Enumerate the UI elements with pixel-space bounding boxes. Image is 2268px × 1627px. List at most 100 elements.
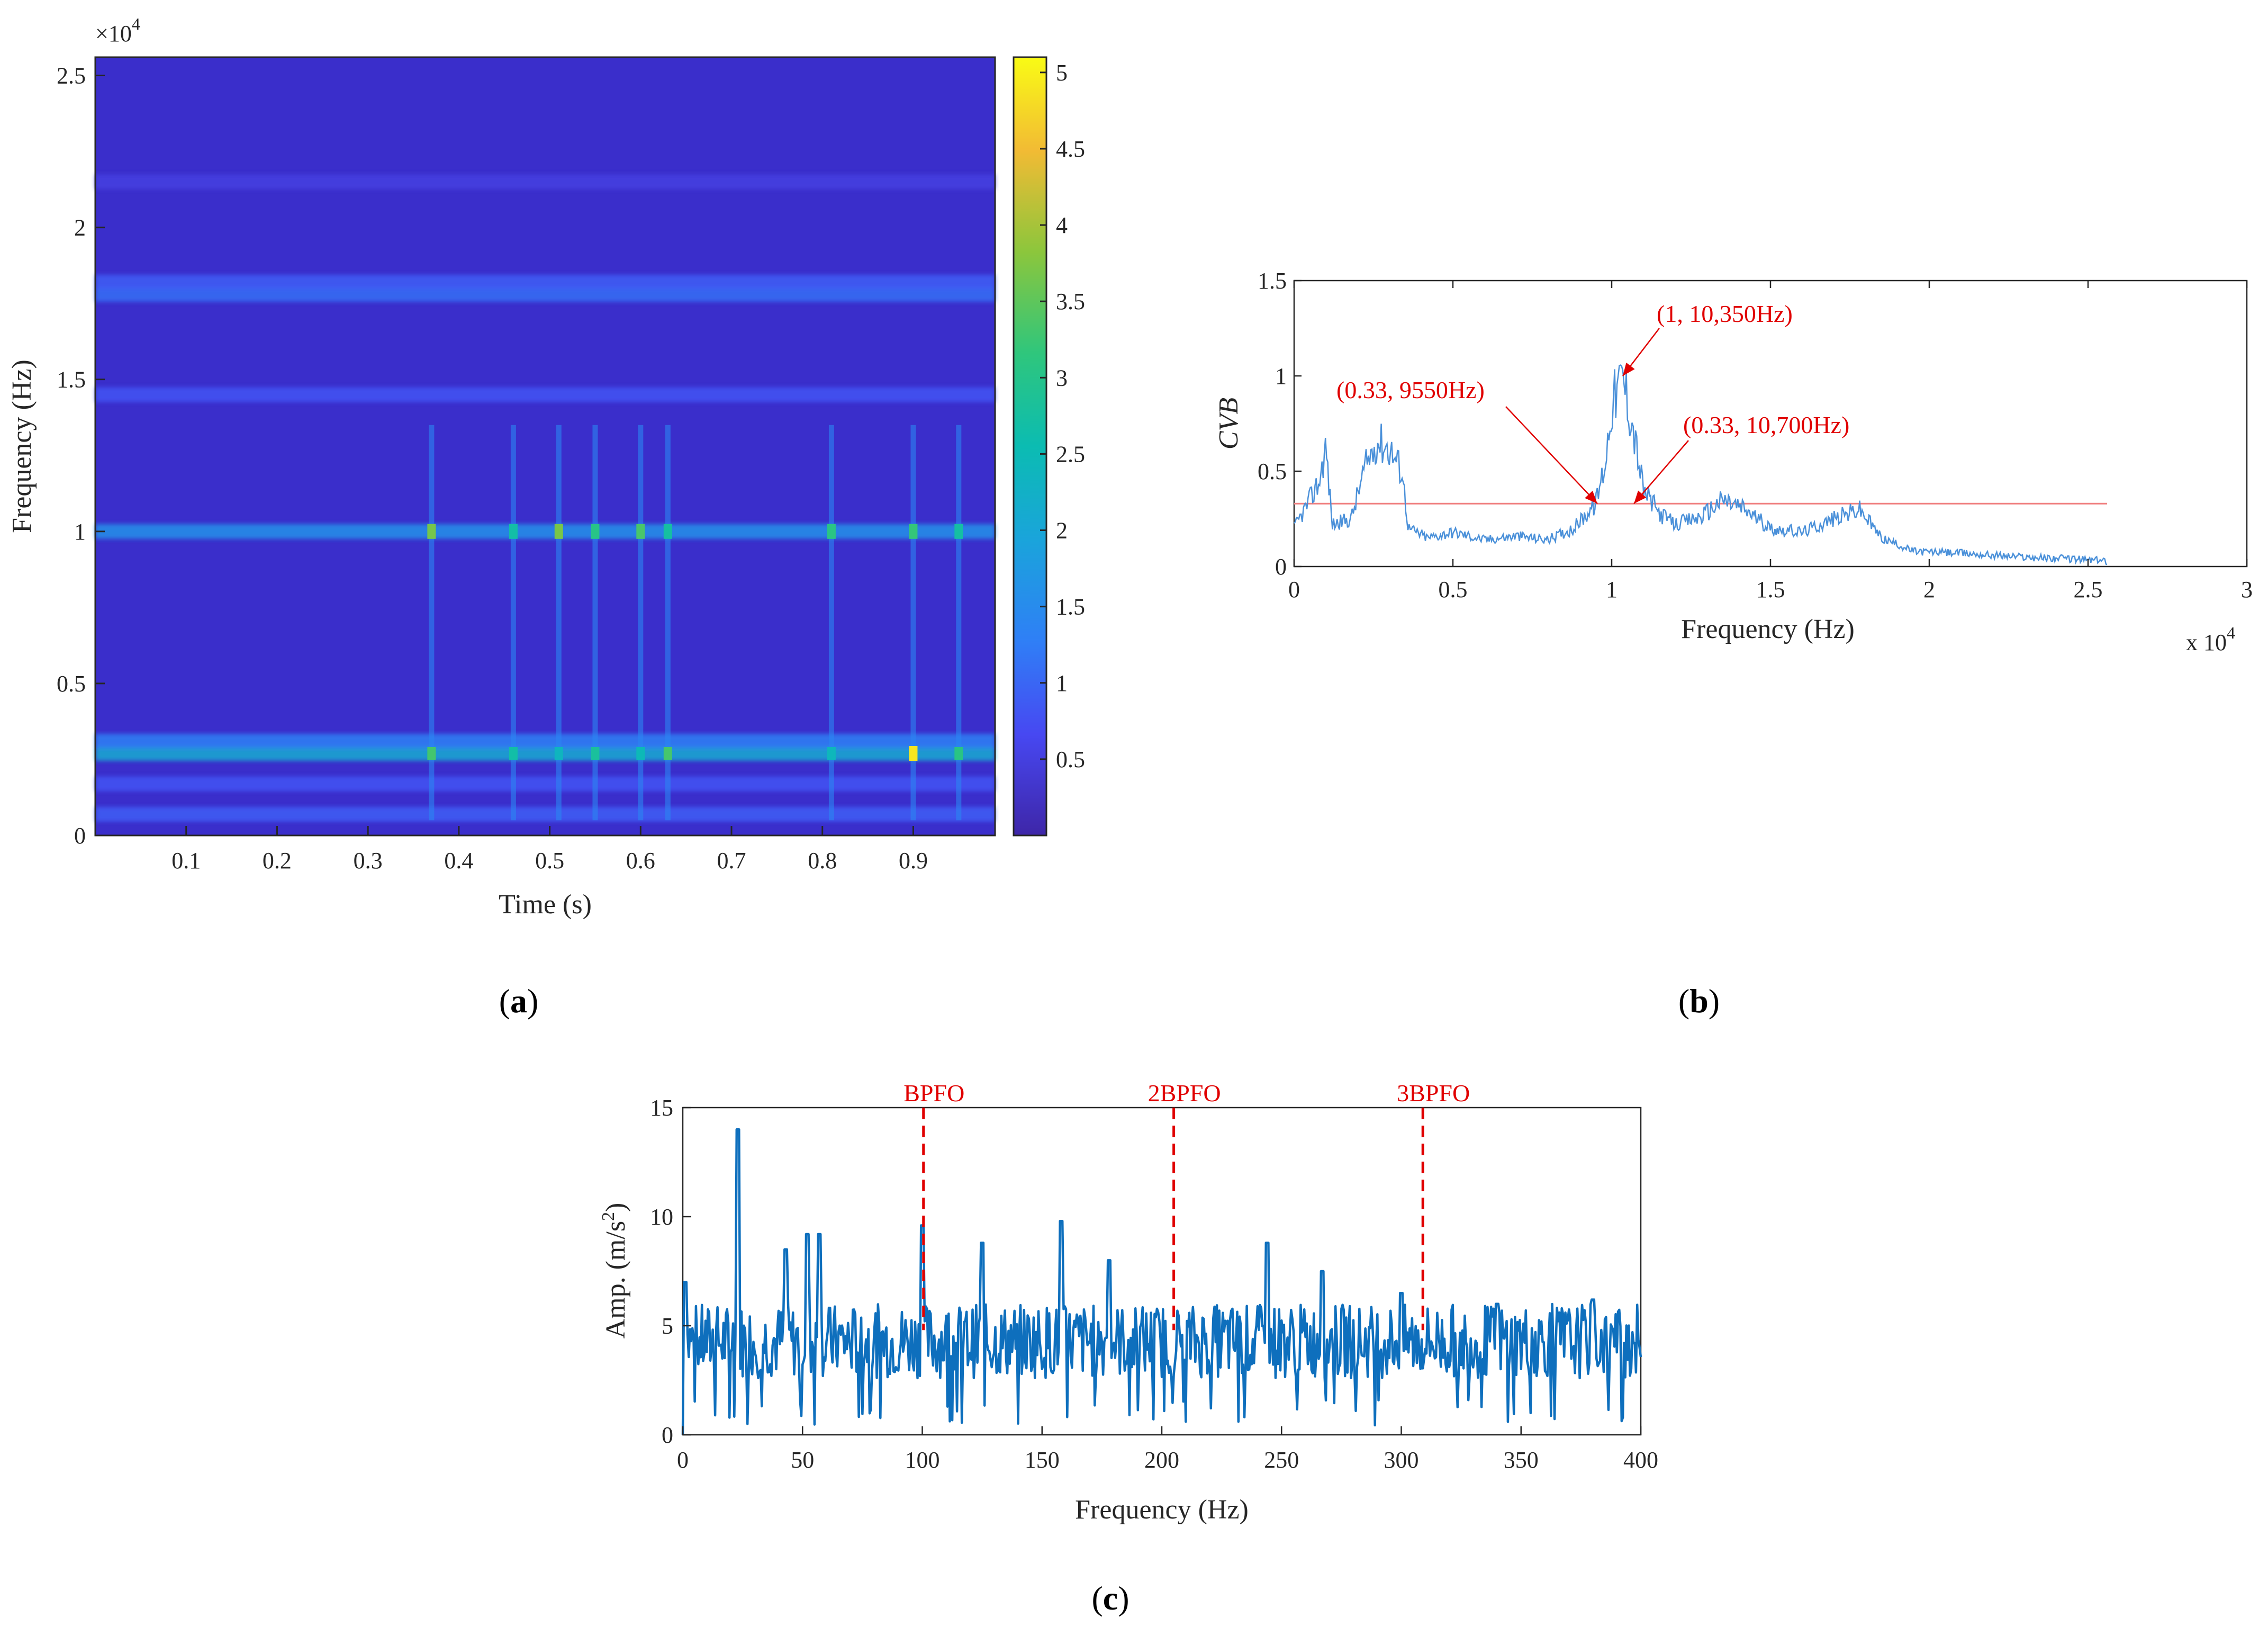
y-tick-label: 2 [74, 215, 86, 241]
colorbar-tick-label: 4 [1056, 212, 1068, 238]
colorbar-tick-label: 1 [1056, 670, 1068, 696]
spectrogram-impulse [665, 425, 671, 821]
envelope-xlabel: Frequency (Hz) [1075, 1495, 1249, 1525]
y-tick-label: 1 [74, 519, 86, 545]
cvb-annotation-arrowhead [1585, 490, 1597, 504]
y-tick-label: 1 [1275, 363, 1287, 389]
colorbar-tick-label: 0.5 [1056, 747, 1085, 772]
spectrogram-hotspot [591, 524, 600, 539]
spectrogram-hotspot [636, 747, 645, 760]
y-tick-label: 0 [74, 823, 86, 849]
cvb-plot-area [1293, 280, 2248, 568]
x-tick-label: 300 [1384, 1447, 1419, 1473]
envelope-ylabel: Amp. (m/s2) [599, 1203, 631, 1339]
cvb-y-ticks: 0 0.5 1 1.5 [1258, 268, 1302, 580]
x-tick-label: 1.5 [1756, 577, 1785, 603]
spectrogram-impulse [429, 425, 435, 821]
envelope-series-line [681, 1128, 1642, 1435]
x-tick-label: 0.6 [626, 848, 655, 874]
spectrogram-impulse [592, 425, 598, 821]
spectrogram-hotspot [509, 747, 518, 760]
x-tick-label: 0.3 [354, 848, 383, 874]
spectrogram-xlabel: Time (s) [499, 889, 592, 920]
colorbar-tick-label: 5 [1056, 60, 1068, 86]
colorbar-tick-label: 2 [1056, 518, 1068, 544]
cvb-annotation-arrowhead [1623, 362, 1635, 376]
x-tick-label: 2.5 [2074, 577, 2103, 603]
spectrogram-x-ticks: 0.1 0.2 0.3 0.4 0.5 0.6 0.7 0.8 0.9 [171, 826, 928, 874]
envelope-marker-label: BPFO [903, 1080, 964, 1107]
spectrogram-hotspot [427, 524, 436, 539]
cvb-annotation-label: (1, 10,350Hz) [1657, 300, 1793, 327]
x-tick-label: 0.5 [1439, 577, 1468, 603]
y-tick-label: 1.5 [57, 367, 86, 393]
spectrogram-exponent: ×104 [95, 14, 140, 47]
spectrogram-hotspot [663, 747, 672, 760]
spectrogram-band [95, 387, 995, 402]
cvb-annotation-arrowhead [1634, 490, 1647, 504]
x-tick-label: 50 [791, 1447, 814, 1473]
spectrogram-hotspot [636, 524, 645, 539]
spectrogram-hotspot [554, 747, 563, 760]
spectrogram-hotspot [427, 747, 436, 760]
envelope-y-ticks: 0 5 10 15 [650, 1095, 691, 1448]
panel-c-label: (c) [1091, 1579, 1129, 1617]
x-tick-label: 0.9 [899, 848, 928, 874]
colorbar-ticks: 0.5 1 1.5 2 2.5 3 3.5 4 4.5 5 [1040, 60, 1085, 772]
y-tick-label: 2.5 [57, 62, 86, 88]
y-tick-label: 0.5 [1258, 459, 1287, 484]
y-tick-label: 0 [1275, 554, 1287, 580]
y-tick-label: 1.5 [1258, 268, 1287, 294]
spectrogram-hotspot [827, 524, 836, 539]
spectrogram-impulse [910, 425, 916, 821]
y-tick-label: 0.5 [57, 671, 86, 697]
x-tick-label: 0.1 [171, 848, 201, 874]
x-tick-label: 350 [1504, 1447, 1539, 1473]
colorbar-tick-label: 3 [1056, 365, 1068, 391]
x-tick-label: 250 [1264, 1447, 1299, 1473]
x-tick-label: 0.5 [535, 848, 564, 874]
cvb-annotation-leader [1505, 406, 1598, 505]
spectrogram-impulse [638, 425, 644, 821]
x-tick-label: 2 [1923, 577, 1935, 603]
spectrogram-impulse [510, 425, 516, 821]
x-tick-label: 200 [1144, 1447, 1179, 1473]
spectrogram-band [95, 274, 995, 290]
spectrogram-hotspot [663, 524, 672, 539]
cvb-annotation-label: (0.33, 9550Hz) [1336, 376, 1485, 403]
x-tick-label: 0 [1288, 577, 1300, 603]
spectrogram-hotspot [954, 747, 963, 760]
spectrogram-impulse [956, 425, 962, 821]
spectrogram-bands [95, 174, 995, 822]
x-tick-label: 0.2 [263, 848, 292, 874]
spectrogram-band [95, 806, 995, 822]
spectrogram-hotspot [827, 747, 836, 760]
spectrogram-hotspot [954, 524, 963, 539]
colorbar-tick-label: 4.5 [1056, 136, 1085, 162]
panel-c-envelope-spectrum: BPFO 2BPFO 3BPFO 0 50 100 150 200 250 300 350 400 … [599, 1080, 1658, 1617]
panel-a-spectrogram: 0.1 0.2 0.3 0.4 0.5 0.6 0.7 0.8 0.9 0 0.5 1 1.5 2 2.5… [7, 14, 1085, 1020]
spectrogram-band [95, 733, 995, 749]
spectrogram-plot-area [95, 57, 995, 835]
envelope-markers: BPFO 2BPFO 3BPFO [903, 1080, 1470, 1331]
x-tick-label: 1 [1606, 577, 1618, 603]
cvb-annotation-label: (0.33, 10,700Hz) [1683, 411, 1849, 438]
colorbar-tick-label: 1.5 [1056, 594, 1085, 620]
cvb-series-line [1294, 364, 2108, 565]
y-tick-label: 15 [650, 1095, 673, 1121]
x-tick-label: 100 [905, 1447, 940, 1473]
spectrogram-impulse [556, 425, 562, 821]
x-tick-label: 0.7 [717, 848, 746, 874]
spectrogram-peak-hotspot [909, 745, 918, 761]
spectrogram-ylabel: Frequency (Hz) [7, 359, 37, 533]
spectrogram-hotspot [591, 747, 600, 760]
envelope-plot-area [682, 1107, 1642, 1436]
x-tick-label: 400 [1623, 1447, 1658, 1473]
panel-b-cvb: 0 0.5 1 1.5 2 2.5 3 0 0.5 1 1.5 (1, 10,350Hz) (0.3… [1214, 268, 2253, 1020]
y-tick-label: 0 [662, 1422, 673, 1448]
spectrogram-impulses [427, 425, 963, 821]
y-tick-label: 5 [662, 1313, 673, 1339]
spectrogram-y-ticks: 0 0.5 1 1.5 2 2.5 [57, 62, 105, 849]
x-tick-label: 0.8 [808, 848, 837, 874]
